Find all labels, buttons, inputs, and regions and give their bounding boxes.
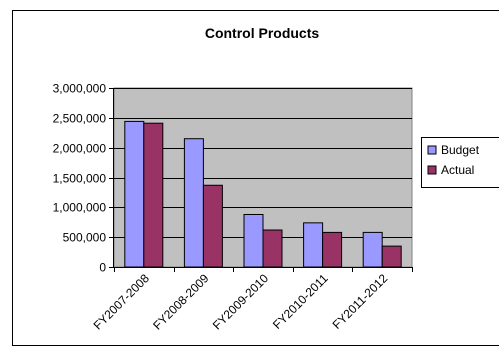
bar-budget-2 xyxy=(243,213,264,268)
bar-budget-1 xyxy=(183,138,204,268)
y-tick-label-2: 1,000,000 xyxy=(53,201,107,215)
y-tick-label-4: 2,000,000 xyxy=(53,142,107,156)
bar-actual-4 xyxy=(381,245,402,268)
plot-area xyxy=(113,87,413,268)
legend-label-budget: Budget xyxy=(441,143,480,157)
y-tick-label-6: 3,000,000 xyxy=(53,82,107,96)
bar-actual-3 xyxy=(322,231,343,268)
bar-actual-1 xyxy=(202,184,223,268)
bar-actual-0 xyxy=(143,122,164,268)
legend-swatch-budget xyxy=(427,145,437,155)
legend: Budget Actual xyxy=(421,137,499,188)
bar-budget-0 xyxy=(124,120,145,268)
bar-budget-3 xyxy=(303,222,324,268)
legend-label-actual: Actual xyxy=(441,163,474,177)
y-tick-label-3: 1,500,000 xyxy=(53,172,107,186)
y-tick-label-1: 500,000 xyxy=(63,231,107,245)
bar-budget-4 xyxy=(362,231,383,268)
y-tick-label-5: 2,500,000 xyxy=(53,112,107,126)
bar-actual-2 xyxy=(262,229,283,268)
legend-swatch-actual xyxy=(427,165,437,175)
y-axis: 0 500,000 1,000,000 1,500,000 2,000,000 2,500… xyxy=(53,82,114,275)
chart-title: Control Products xyxy=(205,25,320,41)
y-tick-label-0: 0 xyxy=(99,261,106,275)
